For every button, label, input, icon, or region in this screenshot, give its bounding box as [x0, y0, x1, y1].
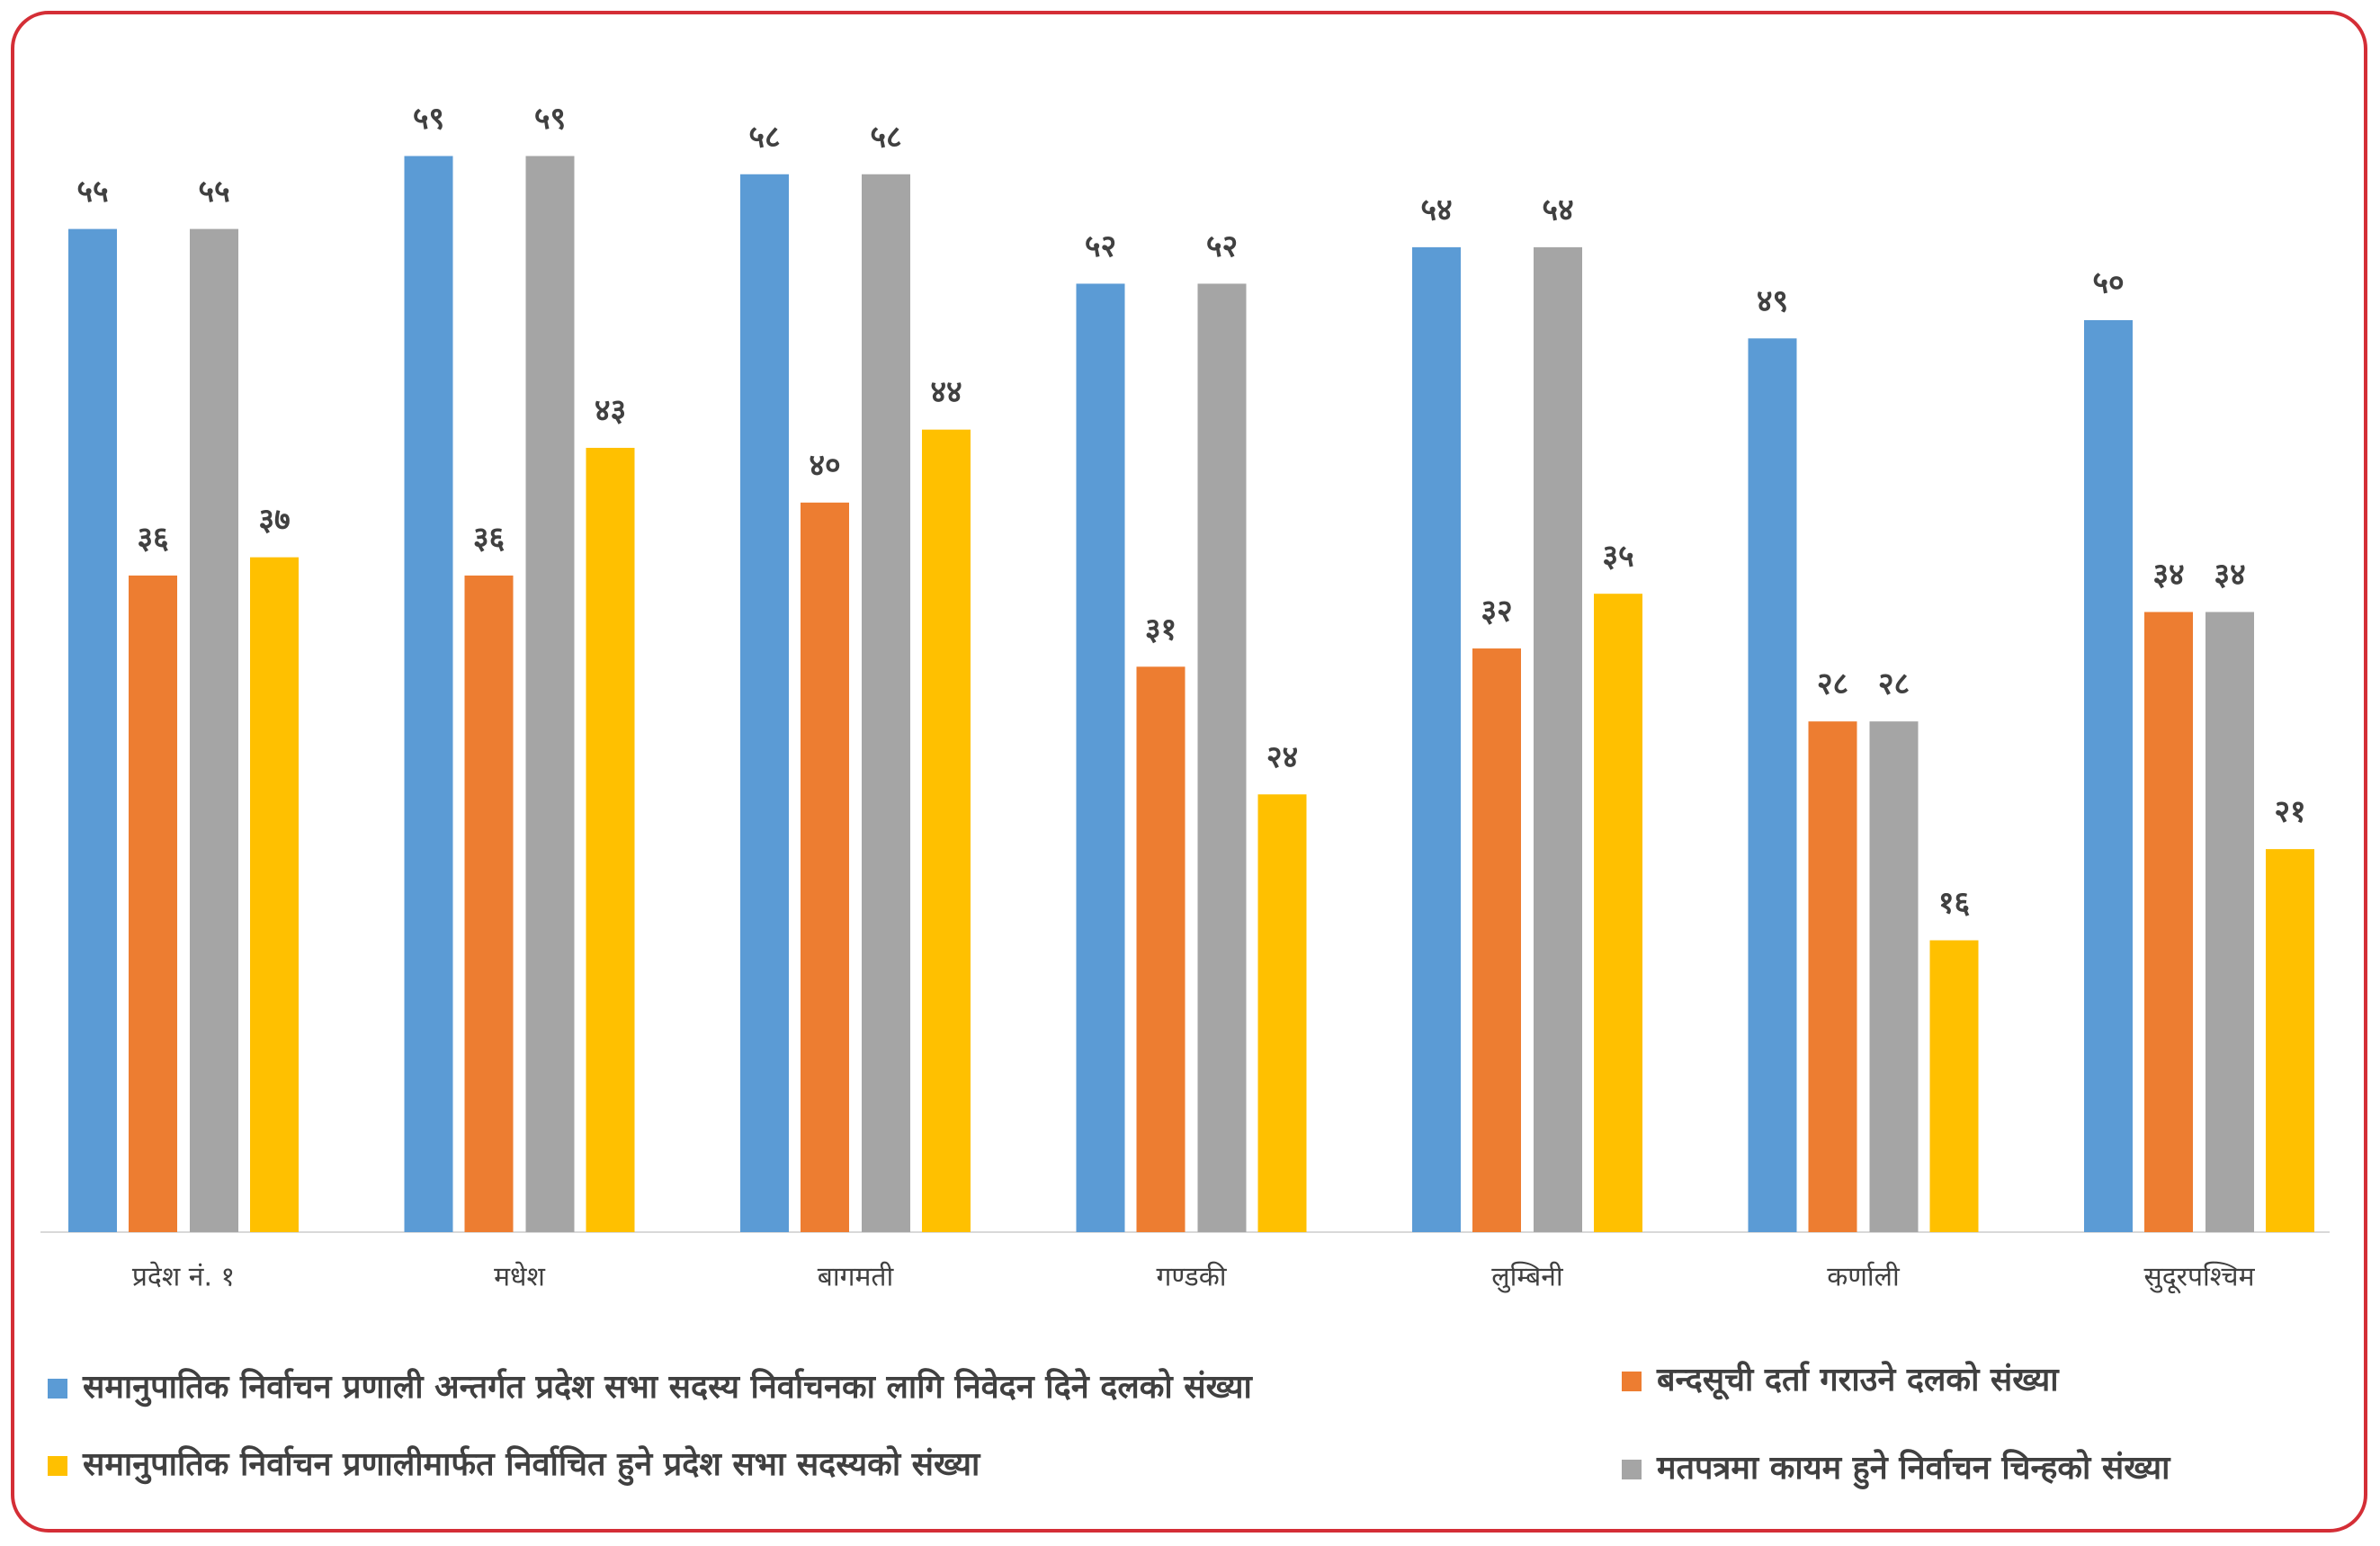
- value-label: २१: [2274, 794, 2305, 830]
- bar: [1808, 721, 1857, 1232]
- bar: [1472, 648, 1521, 1232]
- value-label: ३५: [1602, 539, 1633, 575]
- bar: [190, 228, 238, 1233]
- value-label: ३४: [2152, 557, 2184, 593]
- bar: [1136, 666, 1186, 1232]
- x-tick-label: कर्णाली: [1827, 1262, 1901, 1293]
- value-label: ५२: [1085, 228, 1116, 264]
- x-tick-label: लुम्बिनी: [1491, 1262, 1564, 1294]
- bar: [1534, 246, 1582, 1232]
- bar: [586, 447, 635, 1233]
- value-label: ४०: [809, 447, 840, 483]
- value-label: ३४: [2214, 557, 2245, 593]
- value-label: २८: [1878, 666, 1910, 702]
- value-label: ३२: [1481, 594, 1512, 630]
- value-label: ३६: [137, 520, 168, 556]
- bar: [1197, 283, 1247, 1233]
- x-tick-label: मधेश: [494, 1262, 545, 1293]
- bar: [2084, 320, 2133, 1232]
- value-label: ५९: [534, 101, 566, 137]
- bar: [1257, 794, 1307, 1232]
- value-label: ५४: [1420, 192, 1452, 228]
- value-label: ५५: [198, 174, 229, 210]
- value-label: ५५: [76, 174, 108, 210]
- bar: [2144, 612, 2193, 1232]
- bar: [801, 502, 849, 1232]
- bar: [1076, 283, 1125, 1233]
- bar: [922, 429, 971, 1232]
- bar: [862, 174, 910, 1232]
- bar: [129, 575, 177, 1232]
- value-label: ५९: [413, 101, 444, 137]
- bar: [68, 228, 117, 1233]
- legend-swatch: [1622, 1372, 1642, 1391]
- legend-swatch: [48, 1456, 67, 1476]
- bar: [2266, 849, 2314, 1232]
- chart-border: [11, 11, 2367, 1533]
- bar: [464, 575, 514, 1232]
- value-label: ४४: [930, 374, 962, 410]
- x-tick-label: गण्डकी: [1157, 1262, 1228, 1293]
- value-label: २८: [1817, 666, 1848, 702]
- value-label: ३७: [258, 502, 290, 538]
- bar: [1869, 721, 1919, 1232]
- bar: [1929, 940, 1979, 1232]
- x-tick-label: प्रदेश नं. १: [132, 1262, 235, 1293]
- value-label: ४९: [1757, 283, 1788, 319]
- legend-swatch: [48, 1379, 67, 1399]
- bar: [740, 174, 789, 1232]
- legend-label: मतपत्रमा कायम हुने निर्वाचन चिन्हको संख्…: [1656, 1449, 2171, 1489]
- value-label: ३६: [473, 520, 505, 556]
- x-tick-label: सुदूरपश्चिम: [2143, 1262, 2255, 1294]
- legend-label: बन्दसूची दर्ता गराउने दलको संख्या: [1656, 1361, 2060, 1400]
- value-label: १६: [1938, 885, 1970, 921]
- legend-label: समानुपातिक निर्वाचन प्रणालीमार्फत निर्वा…: [82, 1445, 981, 1486]
- bar: [1594, 594, 1642, 1232]
- value-label: ५८: [870, 119, 901, 155]
- legend-label: समानुपातिक निर्वाचन प्रणाली अन्तर्गत प्र…: [82, 1368, 1254, 1407]
- value-label: ५२: [1206, 228, 1238, 264]
- bar: [2206, 612, 2254, 1232]
- value-label: ४३: [595, 392, 626, 428]
- bar: [250, 557, 299, 1232]
- value-label: २४: [1266, 739, 1298, 775]
- bar: [525, 156, 575, 1233]
- value-label: ३१: [1145, 612, 1177, 648]
- x-tick-label: बागमती: [818, 1262, 895, 1293]
- bar: [404, 156, 453, 1233]
- value-label: ५४: [1542, 192, 1573, 228]
- legend-swatch: [1622, 1460, 1642, 1479]
- value-label: ५०: [2092, 265, 2124, 301]
- bar: [1412, 246, 1461, 1232]
- bar: [1748, 338, 1797, 1232]
- value-label: ५८: [748, 119, 780, 155]
